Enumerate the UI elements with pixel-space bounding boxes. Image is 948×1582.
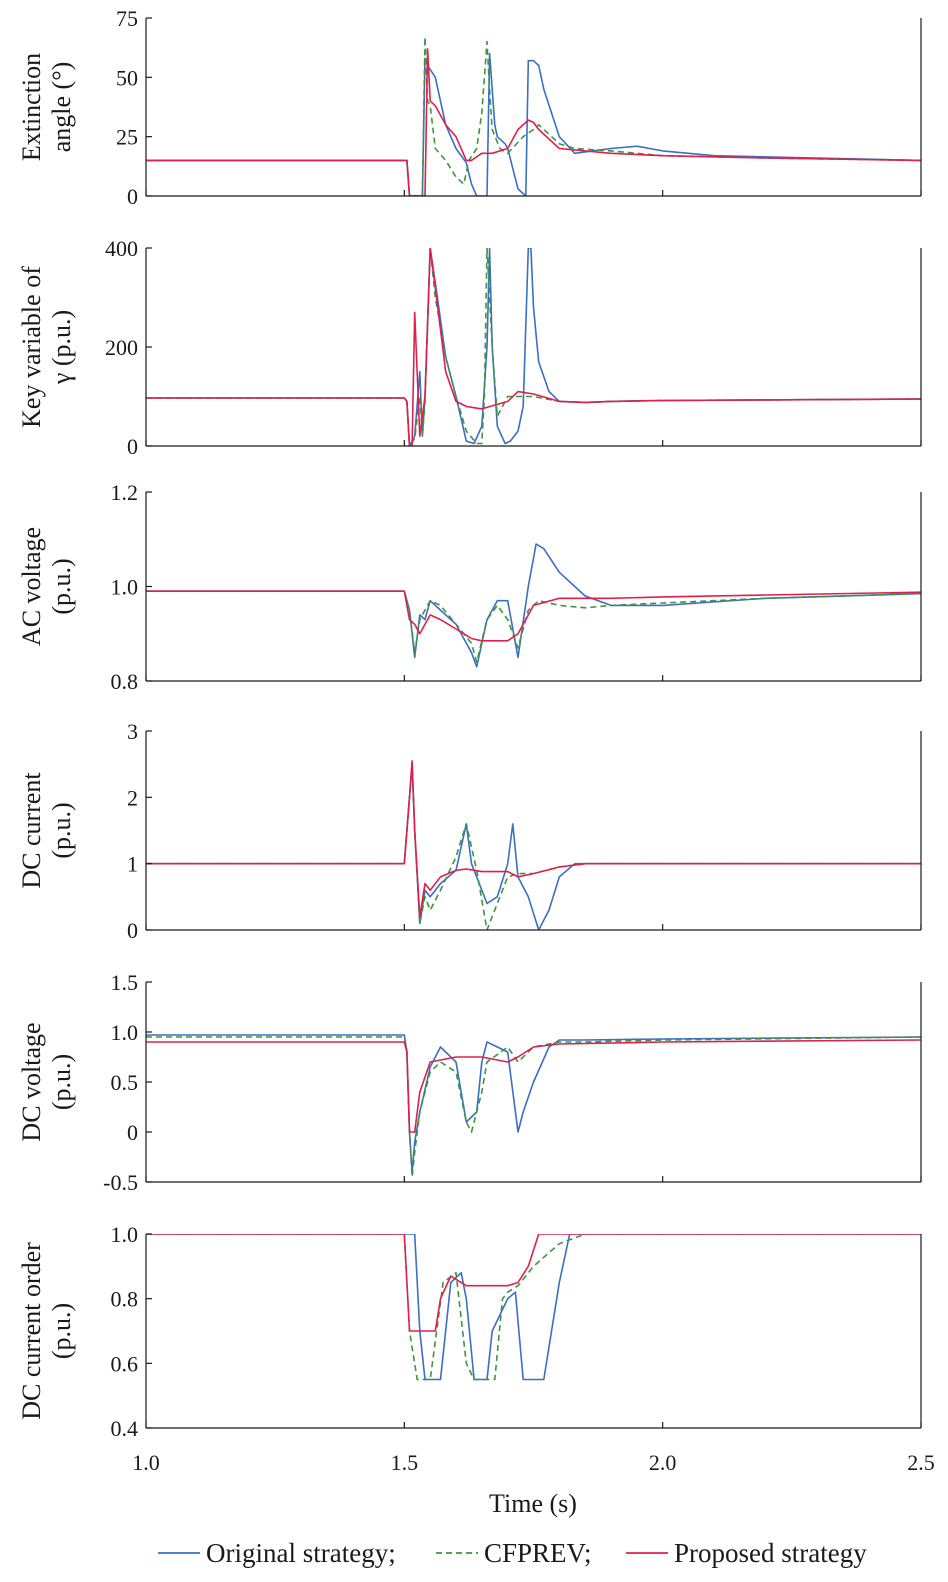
- y-tick-label-3: 3: [127, 719, 138, 744]
- subplot-1: 0 25 50 75 Extinctionangle (°): [17, 6, 922, 209]
- subplot-5: -0.5 0 0.5 1.0 1.5 DC voltage(p.u.): [17, 970, 922, 1195]
- y-tick-label-1: 1: [127, 852, 138, 877]
- series-original: [146, 1034, 921, 1173]
- subplot-2: 0 200 400 Key variable ofγ (p.u.): [17, 236, 922, 459]
- legend-label-original: Original strategy;: [206, 1538, 396, 1568]
- y-axis-label-line: (p.u.): [47, 1303, 76, 1359]
- legend: Original strategy; CFPREV; Proposed stra…: [158, 1538, 867, 1568]
- y-tick-label-400: 400: [105, 236, 138, 261]
- y-tick-label-0-4: 0.4: [111, 1416, 139, 1441]
- series-original: [146, 248, 921, 446]
- series-group: [146, 1234, 921, 1381]
- y-tick-label-0: 0: [127, 918, 138, 943]
- series-cfprev: [146, 1234, 921, 1381]
- series-proposed: [146, 248, 921, 446]
- series-original: [146, 763, 921, 930]
- series-cfprev: [146, 36, 921, 196]
- series-cfprev: [146, 248, 921, 446]
- y-tick-label-1-2: 1.2: [111, 480, 139, 505]
- x-axis: 1.0 1.5 2.0 2.5: [132, 1450, 935, 1475]
- y-axis-label-line: (p.u.): [47, 802, 76, 858]
- subplot-6: 0.4 0.6 0.8 1.0 DC current order(p.u.): [17, 1222, 922, 1441]
- y-axis-label-line: Key variable of: [17, 266, 46, 428]
- y-axis-label: Extinctionangle (°): [17, 53, 76, 161]
- subplot-3: 0.8 1.0 1.2 AC voltage(p.u.): [17, 480, 922, 694]
- y-tick-label-0: 0: [127, 184, 138, 209]
- y-tick-label-0-5: 0.5: [111, 1070, 139, 1095]
- series-cfprev: [146, 1036, 921, 1178]
- series-group: [146, 248, 921, 446]
- series-proposed: [146, 590, 921, 642]
- series-original: [146, 52, 921, 196]
- y-axis-label-line: γ (p.u.): [47, 310, 76, 385]
- x-axis-label: Time (s): [489, 1489, 577, 1518]
- y-axis-label-line: (p.u.): [47, 558, 76, 614]
- y-tick-label-2: 2: [127, 785, 138, 810]
- series-proposed: [146, 1039, 921, 1133]
- x-tick-label-1-5: 1.5: [391, 1450, 419, 1475]
- y-axis-label: Key variable ofγ (p.u.): [17, 266, 76, 428]
- y-axis-label-line: (p.u.): [47, 1054, 76, 1110]
- y-tick-label-0: 0: [127, 434, 138, 459]
- y-axis-label-line: angle (°): [47, 62, 76, 153]
- series-group: [146, 543, 921, 668]
- y-tick-label-0-8: 0.8: [111, 1287, 139, 1312]
- y-tick-label-0-8: 0.8: [111, 669, 139, 694]
- x-tick-label-2-5: 2.5: [907, 1450, 935, 1475]
- series-proposed: [146, 1234, 921, 1332]
- y-tick-label-1-0: 1.0: [111, 1222, 139, 1247]
- x-tick-label-2-0: 2.0: [649, 1450, 677, 1475]
- legend-label-proposed: Proposed strategy: [674, 1538, 867, 1568]
- y-axis-label-line: AC voltage: [17, 527, 46, 646]
- y-axis-label: DC current(p.u.): [17, 772, 76, 889]
- legend-label-cfprev: CFPREV;: [484, 1538, 592, 1568]
- y-axis-label-line: DC voltage: [17, 1022, 46, 1141]
- y-tick-label-50: 50: [116, 65, 138, 90]
- series-original: [146, 1234, 921, 1381]
- y-tick-label-1-5: 1.5: [111, 970, 139, 995]
- y-axis-label-line: DC current: [17, 772, 46, 889]
- series-proposed: [146, 48, 921, 196]
- x-tick-label-1-0: 1.0: [132, 1450, 160, 1475]
- y-tick-label-0-5: -0.5: [103, 1170, 138, 1195]
- y-axis-label-line: DC current order: [17, 1242, 46, 1420]
- series-proposed: [146, 760, 921, 918]
- subplot-4: 0 1 2 3 DC current(p.u.): [17, 719, 922, 943]
- y-tick-label-1-0: 1.0: [111, 1020, 139, 1045]
- y-axis-label: DC voltage(p.u.): [17, 1022, 76, 1141]
- series-group: [146, 760, 921, 930]
- y-tick-label-25: 25: [116, 125, 138, 150]
- y-tick-label-0: 0: [127, 1120, 138, 1145]
- series-group: [146, 36, 921, 196]
- y-tick-label-200: 200: [105, 335, 138, 360]
- y-axis-label: AC voltage(p.u.): [17, 527, 76, 646]
- series-cfprev: [146, 763, 921, 930]
- y-tick-label-75: 75: [116, 6, 138, 31]
- y-tick-label-1-0: 1.0: [111, 575, 139, 600]
- y-axis-label-line: Extinction: [17, 53, 46, 161]
- y-tick-label-0-6: 0.6: [111, 1351, 139, 1376]
- y-axis-label: DC current order(p.u.): [17, 1242, 76, 1420]
- series-cfprev: [146, 590, 921, 663]
- series-group: [146, 1034, 921, 1178]
